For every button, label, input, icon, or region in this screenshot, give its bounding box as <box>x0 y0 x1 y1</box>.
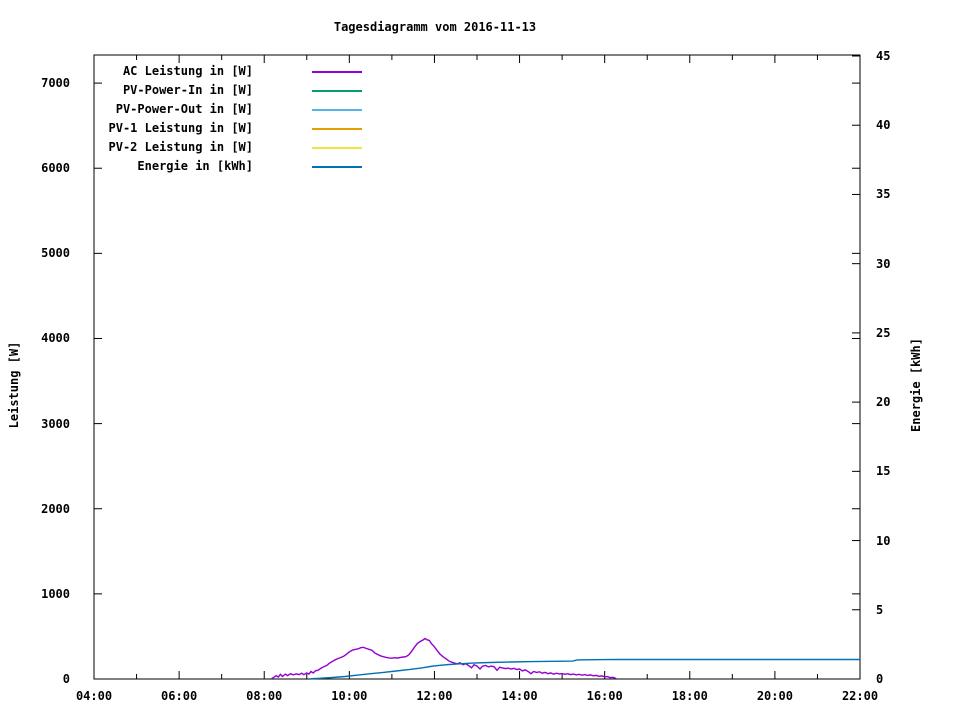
y1-tick-label: 4000 <box>41 331 70 346</box>
y1-tick-label: 5000 <box>41 246 70 261</box>
y1-tick-label: 6000 <box>41 161 70 176</box>
y2-tick-label: 5 <box>876 602 884 617</box>
legend-label: AC Leistung in [W] <box>122 64 253 78</box>
legend-line-sample <box>312 166 362 168</box>
y1-tick-label: 3000 <box>41 416 70 431</box>
x-tick-label: 18:00 <box>671 689 708 703</box>
x-tick-label: 08:00 <box>246 689 283 703</box>
legend-line-sample <box>312 109 362 111</box>
legend-line-sample <box>312 128 362 130</box>
x-tick-label: 06:00 <box>161 689 198 703</box>
series-ac-leistung-in-w- <box>271 637 617 680</box>
y1-tick-label: 7000 <box>41 76 70 91</box>
y2-tick-label: 25 <box>876 325 891 340</box>
series-energie-in-kwh- <box>310 658 860 680</box>
legend-label: PV-1 Leistung in [W] <box>108 121 254 135</box>
x-tick-label: 12:00 <box>416 689 453 703</box>
y2-tick-label: 10 <box>876 533 891 548</box>
x-tick-label: 20:00 <box>756 689 793 703</box>
legend-line-sample <box>312 147 362 149</box>
legend-line-sample <box>312 90 362 92</box>
y1-tick-label: 2000 <box>41 501 70 516</box>
legend-label: Energie in [kWh] <box>137 159 253 173</box>
y1-tick-label: 1000 <box>41 586 70 601</box>
y2-tick-label: 40 <box>876 118 891 133</box>
legend-label: PV-2 Leistung in [W] <box>108 140 254 154</box>
x-tick-label: 10:00 <box>331 689 368 703</box>
x-tick-label: 16:00 <box>586 689 623 703</box>
y2-tick-label: 20 <box>876 395 891 410</box>
x-tick-label: 14:00 <box>501 689 538 703</box>
legend-label: PV-Power-Out in [W] <box>115 102 253 116</box>
y2-tick-label: 15 <box>876 464 891 479</box>
chart-title: Tagesdiagramm vom 2016-11-13 <box>333 20 537 34</box>
legend-line-sample <box>312 71 362 73</box>
y1-tick-label: 0 <box>62 672 70 686</box>
y2-tick-label: 35 <box>876 187 891 202</box>
y2-tick-label: 45 <box>876 49 891 63</box>
y2-tick-label: 30 <box>876 256 891 271</box>
x-tick-label: 04:00 <box>75 689 113 703</box>
y2-tick-label: 0 <box>876 672 884 686</box>
legend-label: PV-Power-In in [W] <box>122 83 253 97</box>
x-tick-label: 22:00 <box>841 689 879 703</box>
